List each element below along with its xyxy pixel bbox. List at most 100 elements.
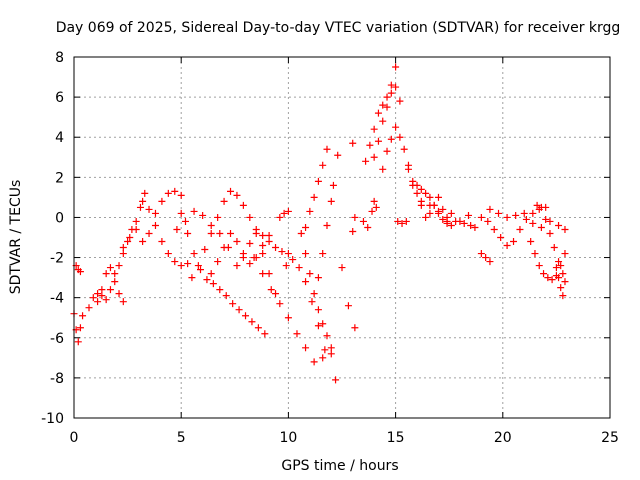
series-arc-4 (94, 189, 149, 306)
data-point (443, 219, 451, 227)
data-point (136, 203, 144, 211)
data-point (561, 250, 569, 258)
data-point (139, 197, 147, 205)
data-point (447, 209, 455, 217)
y-axis-label: SDTVAR / TECUs (8, 180, 24, 295)
data-point (280, 209, 288, 217)
y-tick-label: -6 (50, 331, 64, 347)
data-point (439, 215, 447, 223)
data-point (242, 312, 250, 320)
data-point (338, 264, 346, 272)
data-point (434, 193, 442, 201)
data-point (282, 262, 290, 270)
data-point (557, 262, 565, 270)
data-point (173, 225, 181, 233)
series-arc-12 (250, 254, 335, 366)
data-point (177, 191, 185, 199)
data-point (323, 332, 331, 340)
y-axis-tick-labels: -10 -8 -6 -4 -2 0 2 4 6 8 (41, 50, 64, 427)
data-point (246, 240, 254, 248)
x-axis-label: GPS time / hours (281, 458, 398, 474)
data-point (314, 274, 322, 282)
y-tick-label: -2 (50, 251, 64, 267)
data-point (145, 205, 153, 213)
data-point (239, 254, 247, 262)
data-point (402, 217, 410, 225)
data-point (364, 223, 372, 231)
data-point (184, 260, 192, 268)
data-point (351, 213, 359, 221)
data-point (158, 238, 166, 246)
data-point (259, 250, 267, 258)
data-point (329, 181, 337, 189)
data-point (557, 284, 565, 292)
data-point (111, 270, 119, 278)
data-point (426, 193, 434, 201)
series-arc-9 (188, 187, 280, 298)
data-point (119, 298, 127, 306)
series-arc-30 (477, 203, 550, 250)
data-point (516, 225, 524, 233)
data-point (158, 197, 166, 205)
data-point (265, 231, 273, 239)
data-point (252, 225, 260, 233)
data-point (434, 207, 442, 215)
data-point (559, 292, 567, 300)
series-arc-25 (404, 165, 451, 225)
data-point (171, 258, 179, 266)
data-point (486, 205, 494, 213)
data-point (392, 63, 400, 71)
series-arc-6 (139, 197, 192, 270)
data-point (98, 292, 106, 300)
data-point (308, 298, 316, 306)
data-point (106, 286, 114, 294)
series-arc-21 (362, 63, 400, 165)
data-point (111, 278, 119, 286)
series-arc-33 (533, 201, 567, 278)
data-point (85, 304, 93, 312)
data-point (417, 197, 425, 205)
series-arc-22 (370, 83, 404, 161)
data-point (319, 161, 327, 169)
data-point (379, 101, 387, 109)
data-point (392, 83, 400, 91)
data-point (426, 209, 434, 217)
data-point (559, 270, 567, 278)
data-point (374, 137, 382, 145)
data-point (540, 270, 548, 278)
data-point (302, 250, 310, 258)
data-point (379, 165, 387, 173)
data-point (400, 145, 408, 153)
data-point (171, 187, 179, 195)
data-point (98, 286, 106, 294)
data-point (387, 81, 395, 89)
y-tick-label: -10 (41, 411, 64, 427)
series-arc-34 (552, 264, 569, 300)
x-tick-label: 25 (601, 430, 619, 446)
data-point (289, 256, 297, 264)
chart-title: Day 069 of 2025, Sidereal Day-to-day VTE… (56, 20, 621, 36)
data-point (124, 238, 132, 246)
plot-frame (73, 56, 611, 419)
data-point (323, 221, 331, 229)
data-point (561, 225, 569, 233)
series-arc-17 (314, 197, 335, 282)
data-point (207, 229, 215, 237)
data-point (229, 300, 237, 308)
series-arc-3 (85, 278, 127, 312)
series-arc-8 (177, 209, 269, 338)
data-point (272, 244, 280, 252)
data-point (477, 250, 485, 258)
data-point (216, 286, 224, 294)
data-point (284, 207, 292, 215)
data-point (177, 209, 185, 217)
y-tick-label: 2 (55, 170, 64, 186)
data-point (413, 189, 421, 197)
data-point (233, 238, 241, 246)
data-point (314, 306, 322, 314)
data-point (374, 109, 382, 117)
series-arc-31 (486, 205, 569, 233)
series-arc-15 (297, 229, 335, 352)
series-arc-20 (359, 197, 380, 231)
data-point (529, 219, 537, 227)
